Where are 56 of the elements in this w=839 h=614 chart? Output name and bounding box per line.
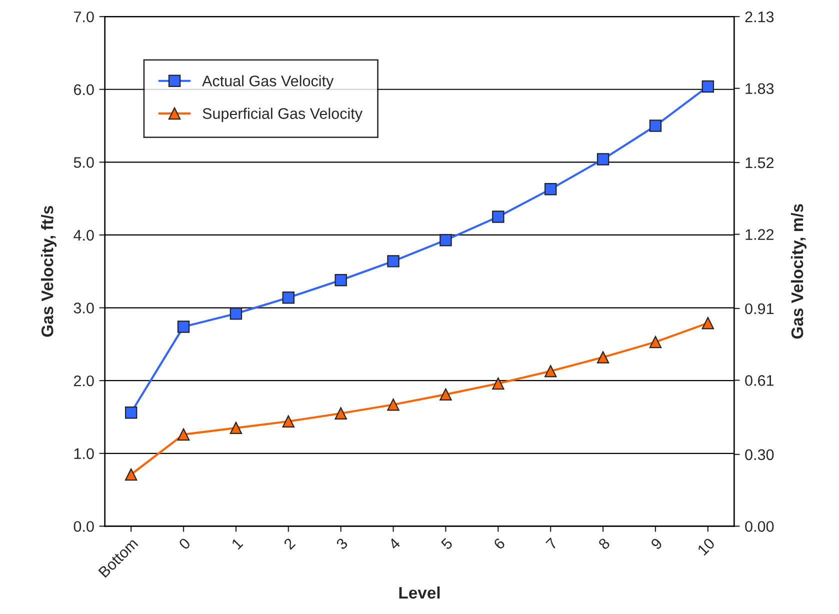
x-tick-label: 8	[598, 537, 610, 550]
x-tick-label: 6	[492, 537, 506, 550]
y2-tick-label: 1.52	[746, 157, 774, 168]
y2-tick-label: 1.22	[746, 229, 774, 240]
point	[230, 422, 242, 434]
x-axis-title: Level	[399, 586, 440, 599]
point	[440, 234, 452, 246]
y2-tick-label: 0.91	[745, 303, 774, 314]
point	[387, 255, 400, 268]
point	[124, 406, 138, 419]
point	[387, 398, 400, 411]
x-tick-label: 7	[546, 538, 558, 550]
x-tick-label: 9	[650, 537, 663, 550]
x-tick-label: 0	[178, 537, 192, 550]
x-tick-label: 3	[336, 537, 348, 550]
point	[596, 153, 610, 166]
y-axis-title: Gas Velocity, ft/s	[41, 206, 57, 337]
point	[282, 291, 295, 304]
y2-tick-label: 0.61	[745, 375, 774, 386]
y2-tick-label: 0.00	[745, 521, 774, 532]
y-tick-label: 4.0	[74, 230, 94, 241]
y2-tick-label: 1.83	[746, 83, 774, 94]
point	[492, 377, 504, 390]
point	[177, 320, 190, 333]
point	[440, 388, 452, 401]
point	[177, 428, 190, 441]
point	[230, 308, 242, 320]
point	[702, 316, 714, 330]
point	[282, 415, 295, 428]
point	[334, 274, 347, 286]
y2-axis-title: Gas Velocity, m/s	[790, 204, 806, 339]
legend-label: Actual Gas Velocity	[202, 75, 334, 90]
x-tick-label: 5	[440, 537, 454, 550]
x-tick-label: 2	[283, 537, 296, 550]
x-tick-label: 4	[388, 537, 401, 550]
point	[649, 336, 662, 348]
point	[596, 351, 610, 364]
y2-tick-label: 0.30	[745, 449, 774, 460]
y-tick-label: 1.0	[74, 448, 94, 460]
point	[334, 407, 347, 420]
y-tick-label: 5.0	[74, 157, 94, 168]
point	[649, 120, 662, 132]
point	[544, 183, 557, 196]
y-tick-label: 7.0	[74, 11, 94, 22]
point	[124, 468, 138, 481]
y-tick-label: 3.0	[74, 302, 94, 314]
point	[492, 210, 504, 223]
x-tick-label: 10	[697, 537, 716, 556]
legend-label: Superficial Gas Velocity	[202, 108, 362, 122]
point	[702, 80, 714, 93]
y2-tick-label: 2.13	[745, 11, 774, 22]
y-tick-label: 0.0	[74, 521, 94, 532]
point	[544, 365, 557, 378]
y-tick-label: 6.0	[74, 84, 94, 96]
y-tick-label: 2.0	[74, 375, 94, 386]
x-tick-label: 1	[231, 538, 244, 550]
